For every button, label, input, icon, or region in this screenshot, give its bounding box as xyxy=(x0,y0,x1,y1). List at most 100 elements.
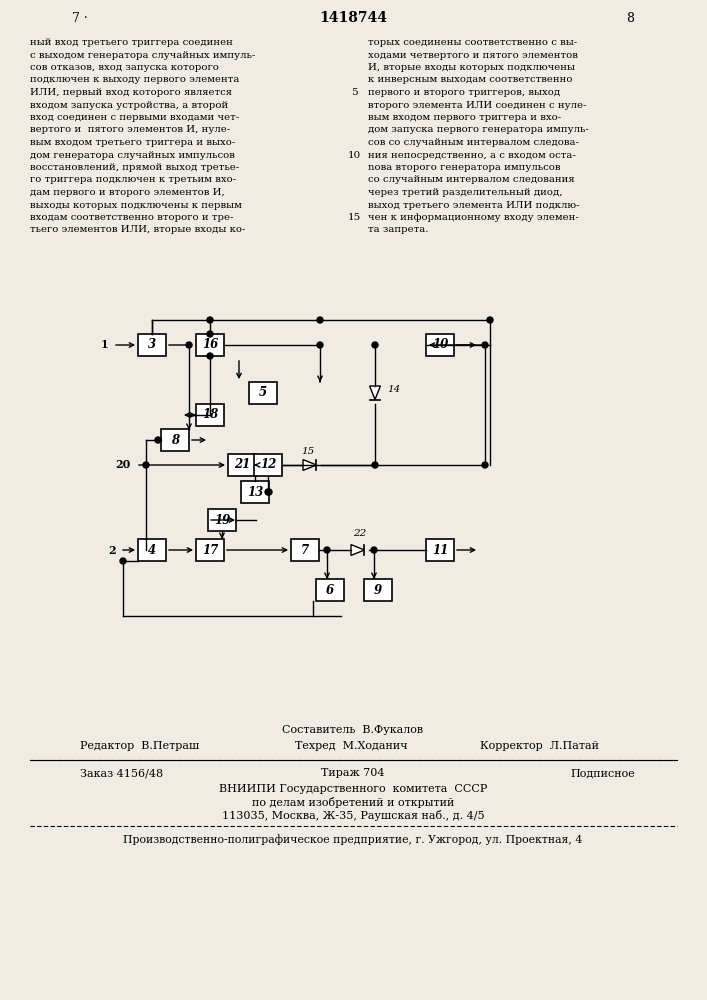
Circle shape xyxy=(186,342,192,348)
Text: выход третьего элемента ИЛИ подклю-: выход третьего элемента ИЛИ подклю- xyxy=(368,200,580,210)
FancyBboxPatch shape xyxy=(249,382,277,404)
Circle shape xyxy=(317,342,323,348)
Text: вым входом первого триггера и вхо-: вым входом первого триггера и вхо- xyxy=(368,113,561,122)
FancyBboxPatch shape xyxy=(138,334,166,356)
Text: дам первого и второго элементов И,: дам первого и второго элементов И, xyxy=(30,188,225,197)
Text: 8: 8 xyxy=(171,434,179,446)
Text: 20: 20 xyxy=(116,460,131,471)
FancyBboxPatch shape xyxy=(228,454,256,476)
Polygon shape xyxy=(370,386,380,399)
Text: 7: 7 xyxy=(301,544,309,556)
Text: 5: 5 xyxy=(351,88,357,97)
Text: 113035, Москва, Ж-35, Раушская наб., д. 4/5: 113035, Москва, Ж-35, Раушская наб., д. … xyxy=(222,810,484,821)
Text: 12: 12 xyxy=(260,458,276,472)
Text: Редактор  В.Петраш: Редактор В.Петраш xyxy=(80,741,199,751)
Circle shape xyxy=(155,437,161,443)
Text: ВНИИПИ Государственного  комитета  СССР: ВНИИПИ Государственного комитета СССР xyxy=(218,784,487,794)
Text: 18: 18 xyxy=(202,408,218,422)
FancyBboxPatch shape xyxy=(241,481,269,503)
Text: 15: 15 xyxy=(347,213,361,222)
Circle shape xyxy=(207,331,213,337)
FancyBboxPatch shape xyxy=(138,539,166,561)
Text: выходы которых подключены к первым: выходы которых подключены к первым xyxy=(30,200,242,210)
Text: Техред  М.Ходанич: Техред М.Ходанич xyxy=(295,741,408,751)
Text: второго элемента ИЛИ соединен с нуле-: второго элемента ИЛИ соединен с нуле- xyxy=(368,101,586,109)
Circle shape xyxy=(143,462,149,468)
Text: 22: 22 xyxy=(354,530,367,538)
Text: 7 ·: 7 · xyxy=(72,11,88,24)
Text: к инверсным выходам соответственно: к инверсным выходам соответственно xyxy=(368,76,573,85)
Text: ходами четвертого и пятого элементов: ходами четвертого и пятого элементов xyxy=(368,50,578,60)
Text: 6: 6 xyxy=(326,584,334,596)
Text: через третий разделительный диод,: через третий разделительный диод, xyxy=(368,188,563,197)
Circle shape xyxy=(371,547,377,553)
Text: Корректор  Л.Патай: Корректор Л.Патай xyxy=(480,741,599,751)
Text: ный вход третьего триггера соединен: ный вход третьего триггера соединен xyxy=(30,38,233,47)
Circle shape xyxy=(207,317,213,323)
Text: 14: 14 xyxy=(387,385,400,394)
Text: ния непосредственно, а с входом оста-: ния непосредственно, а с входом оста- xyxy=(368,150,575,159)
Text: вход соединен с первыми входами чет-: вход соединен с первыми входами чет- xyxy=(30,113,239,122)
Text: дом запуска первого генератора импуль-: дом запуска первого генератора импуль- xyxy=(368,125,589,134)
Polygon shape xyxy=(351,545,365,555)
FancyBboxPatch shape xyxy=(426,334,454,356)
Text: Заказ 4156/48: Заказ 4156/48 xyxy=(80,768,163,778)
Circle shape xyxy=(266,489,272,495)
Text: с выходом генератора случайных импуль-: с выходом генератора случайных импуль- xyxy=(30,50,255,60)
Text: первого и второго триггеров, выход: первого и второго триггеров, выход xyxy=(368,88,560,97)
FancyBboxPatch shape xyxy=(364,579,392,601)
Text: дом генератора случайных импульсов: дом генератора случайных импульсов xyxy=(30,150,235,159)
Circle shape xyxy=(324,547,330,553)
FancyBboxPatch shape xyxy=(316,579,344,601)
Text: со случайным интервалом следования: со случайным интервалом следования xyxy=(368,176,575,184)
Text: 19: 19 xyxy=(214,514,230,526)
Text: 17: 17 xyxy=(202,544,218,556)
Circle shape xyxy=(120,558,126,564)
Text: 10: 10 xyxy=(347,150,361,159)
Text: Подписное: Подписное xyxy=(570,768,635,778)
Text: 8: 8 xyxy=(626,11,634,24)
Circle shape xyxy=(482,462,488,468)
Text: И, вторые входы которых подключены: И, вторые входы которых подключены xyxy=(368,63,575,72)
Text: тьего элементов ИЛИ, вторые входы ко-: тьего элементов ИЛИ, вторые входы ко- xyxy=(30,226,245,234)
Circle shape xyxy=(265,489,271,495)
Text: 11: 11 xyxy=(432,544,448,556)
Text: Составитель  В.Фукалов: Составитель В.Фукалов xyxy=(282,725,423,735)
Text: входам соответственно второго и тре-: входам соответственно второго и тре- xyxy=(30,213,233,222)
Text: 10: 10 xyxy=(432,338,448,352)
FancyBboxPatch shape xyxy=(291,539,319,561)
Text: 1: 1 xyxy=(100,340,108,351)
Text: 13: 13 xyxy=(247,486,263,498)
Text: 15: 15 xyxy=(301,446,315,456)
Text: 3: 3 xyxy=(148,338,156,352)
Text: по делам изобретений и открытий: по делам изобретений и открытий xyxy=(252,797,454,808)
Circle shape xyxy=(372,342,378,348)
Circle shape xyxy=(317,317,323,323)
Polygon shape xyxy=(303,460,317,470)
Text: го триггера подключен к третьим вхо-: го триггера подключен к третьим вхо- xyxy=(30,176,236,184)
FancyBboxPatch shape xyxy=(196,539,224,561)
Circle shape xyxy=(482,342,488,348)
Circle shape xyxy=(372,462,378,468)
FancyBboxPatch shape xyxy=(254,454,282,476)
Text: та запрета.: та запрета. xyxy=(368,226,428,234)
Text: 9: 9 xyxy=(374,584,382,596)
Text: сов отказов, вход запуска которого: сов отказов, вход запуска которого xyxy=(30,63,219,72)
Text: вым входом третьего триггера и выхо-: вым входом третьего триггера и выхо- xyxy=(30,138,235,147)
Text: ИЛИ, первый вход которого является: ИЛИ, первый вход которого является xyxy=(30,88,232,97)
Text: Тираж 704: Тираж 704 xyxy=(321,768,385,778)
Text: входом запуска устройства, а второй: входом запуска устройства, а второй xyxy=(30,101,228,109)
FancyBboxPatch shape xyxy=(208,509,236,531)
Text: 2: 2 xyxy=(108,544,116,556)
Text: 21: 21 xyxy=(234,458,250,472)
Text: сов со случайным интервалом следова-: сов со случайным интервалом следова- xyxy=(368,138,579,147)
FancyBboxPatch shape xyxy=(426,539,454,561)
Text: восстановлений, прямой выход третье-: восстановлений, прямой выход третье- xyxy=(30,163,239,172)
Circle shape xyxy=(487,317,493,323)
Text: 5: 5 xyxy=(259,386,267,399)
Circle shape xyxy=(207,353,213,359)
Text: подключен к выходу первого элемента: подключен к выходу первого элемента xyxy=(30,76,240,85)
Text: торых соединены соответственно с вы-: торых соединены соответственно с вы- xyxy=(368,38,577,47)
FancyBboxPatch shape xyxy=(196,404,224,426)
FancyBboxPatch shape xyxy=(161,429,189,451)
